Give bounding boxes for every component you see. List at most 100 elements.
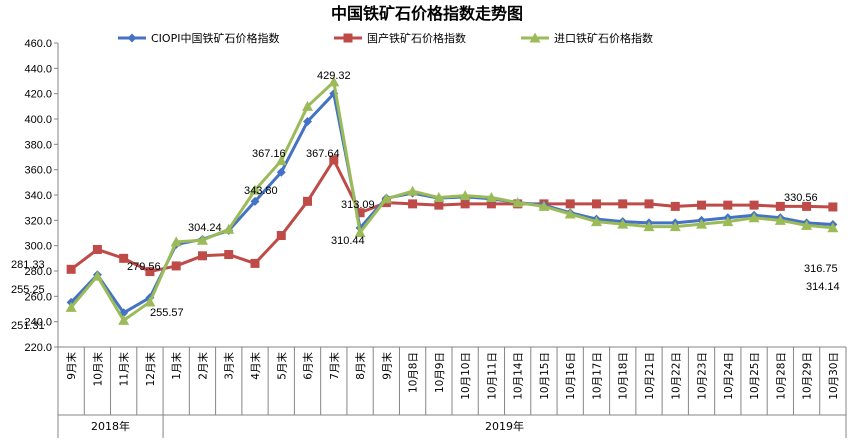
data-point-square <box>434 200 444 210</box>
x-tick-label: 10月22日 <box>670 352 682 400</box>
data-label: 367.16 <box>252 148 286 160</box>
data-point-square <box>565 199 575 209</box>
series-2 <box>65 76 839 325</box>
x-tick-label: 10月8日 <box>408 352 420 393</box>
data-point-triangle <box>643 221 655 232</box>
y-tick-label: 260.0 <box>24 291 52 303</box>
x-tick-label: 10月23日 <box>697 352 709 400</box>
x-tick-label: 10月28日 <box>775 352 787 400</box>
data-point-triangle <box>512 197 524 208</box>
data-point-triangle <box>144 296 156 307</box>
data-point-triangle <box>827 222 839 233</box>
series-1 <box>66 155 838 277</box>
x-tick-label: 8月末 <box>354 352 367 380</box>
x-tick-label: 5月末 <box>275 352 288 380</box>
x-tick-label: 10月末 <box>91 352 104 387</box>
data-point-triangle <box>669 221 681 232</box>
data-point-square <box>119 253 129 263</box>
x-tick-label: 11月末 <box>118 352 131 387</box>
data-point-diamond <box>127 33 137 43</box>
x-tick-label: 10月9日 <box>434 352 446 393</box>
data-point-square <box>145 267 155 277</box>
data-point-square <box>828 202 838 212</box>
data-point-square <box>329 155 339 165</box>
legend-item: CIOPI中国铁矿石价格指数 <box>118 31 279 45</box>
data-point-triangle <box>459 190 471 201</box>
data-labels: 281.33 255.25 251.31 279.56 255.57 304.24 343.… <box>11 70 840 332</box>
x-tick-label: 9月末 <box>380 352 393 380</box>
x-tick-label: 12月末 <box>144 352 157 387</box>
y-tick-label: 380.0 <box>24 139 52 151</box>
data-point-triangle <box>748 212 760 223</box>
x-tick-label: 4月末 <box>249 352 262 380</box>
data-point-triangle <box>774 214 786 225</box>
x-tick-label: 6月末 <box>302 352 315 380</box>
data-point-triangle <box>380 193 392 204</box>
data-point-triangle <box>118 314 130 325</box>
data-point-square <box>66 264 76 274</box>
y-tick-label: 340.0 <box>24 190 52 202</box>
data-point-triangle <box>170 236 182 247</box>
data-point-square <box>460 199 470 209</box>
year-group-label: 2019年 <box>485 419 524 433</box>
x-tick-label: 10月25日 <box>749 352 761 400</box>
data-point-square <box>697 200 707 210</box>
data-label: 255.57 <box>150 307 184 319</box>
x-tick-label: 10月11日 <box>486 352 498 400</box>
y-tick-label: 360.0 <box>24 165 52 177</box>
x-tick-label: 3月末 <box>223 352 236 380</box>
data-point-square <box>92 244 102 254</box>
data-label: 310.44 <box>331 235 365 247</box>
legend: CIOPI中国铁矿石价格指数 国产铁矿石价格指数 进口铁矿石价格指数 <box>118 31 653 45</box>
data-point-diamond <box>250 196 260 206</box>
data-point-triangle <box>590 216 602 227</box>
data-point-triangle <box>722 216 734 227</box>
axes: 220.0 240.0 260.0 280.0 300.0 320.0 340.0 360.0… <box>24 38 847 438</box>
data-point-square <box>670 201 680 211</box>
data-point-triangle <box>328 76 340 87</box>
x-tick-label: 10月10日 <box>460 352 472 400</box>
data-point-square <box>276 231 286 241</box>
data-point-triangle <box>433 192 445 203</box>
x-tick-label: 10月21日 <box>644 352 656 400</box>
data-point-triangle <box>275 155 287 166</box>
year-group-label: 2018年 <box>91 419 130 433</box>
data-label: 251.31 <box>11 320 45 332</box>
data-label: 314.14 <box>806 281 840 293</box>
legend-item: 进口铁矿石价格指数 <box>521 31 653 45</box>
data-point-triangle <box>354 226 366 237</box>
data-label: 429.32 <box>317 70 351 82</box>
y-tick-label: 320.0 <box>24 215 52 227</box>
legend-item: 国产铁矿石价格指数 <box>334 31 466 45</box>
data-point-triangle <box>538 200 550 211</box>
x-tick-label: 10月29日 <box>802 352 814 400</box>
x-tick-label: 1月末 <box>170 352 183 380</box>
data-label: 279.56 <box>127 261 161 273</box>
data-point-square <box>802 201 812 211</box>
data-point-triangle <box>407 185 419 196</box>
data-point-square <box>355 208 365 218</box>
x-tick-label: 9月末 <box>65 352 78 380</box>
x-tick-label: 10月16日 <box>565 352 577 400</box>
data-point-triangle <box>196 234 208 245</box>
y-tick-label: 400.0 <box>24 114 52 126</box>
data-label: 343.80 <box>244 185 278 197</box>
data-point-triangle <box>564 208 576 219</box>
data-point-square <box>591 199 601 209</box>
data-point-square <box>749 200 759 210</box>
data-point-square <box>343 33 353 43</box>
chart-title: 中国铁矿石价格指数走势图 <box>331 4 523 23</box>
y-tick-label: 460.0 <box>24 38 52 50</box>
series-line <box>69 80 834 322</box>
x-tick-label: 10月15日 <box>539 352 551 400</box>
y-tick-label: 240.0 <box>24 317 52 329</box>
x-tick-label: 10月24日 <box>723 352 735 400</box>
legend-label: 进口铁矿石价格指数 <box>554 31 653 45</box>
data-point-triangle <box>302 100 314 111</box>
data-point-triangle <box>223 223 235 234</box>
data-point-diamond <box>303 117 313 127</box>
y-tick-label: 220.0 <box>24 342 52 354</box>
x-tick-label: 10月17日 <box>591 352 603 400</box>
x-tick-label: 7月末 <box>328 352 341 380</box>
